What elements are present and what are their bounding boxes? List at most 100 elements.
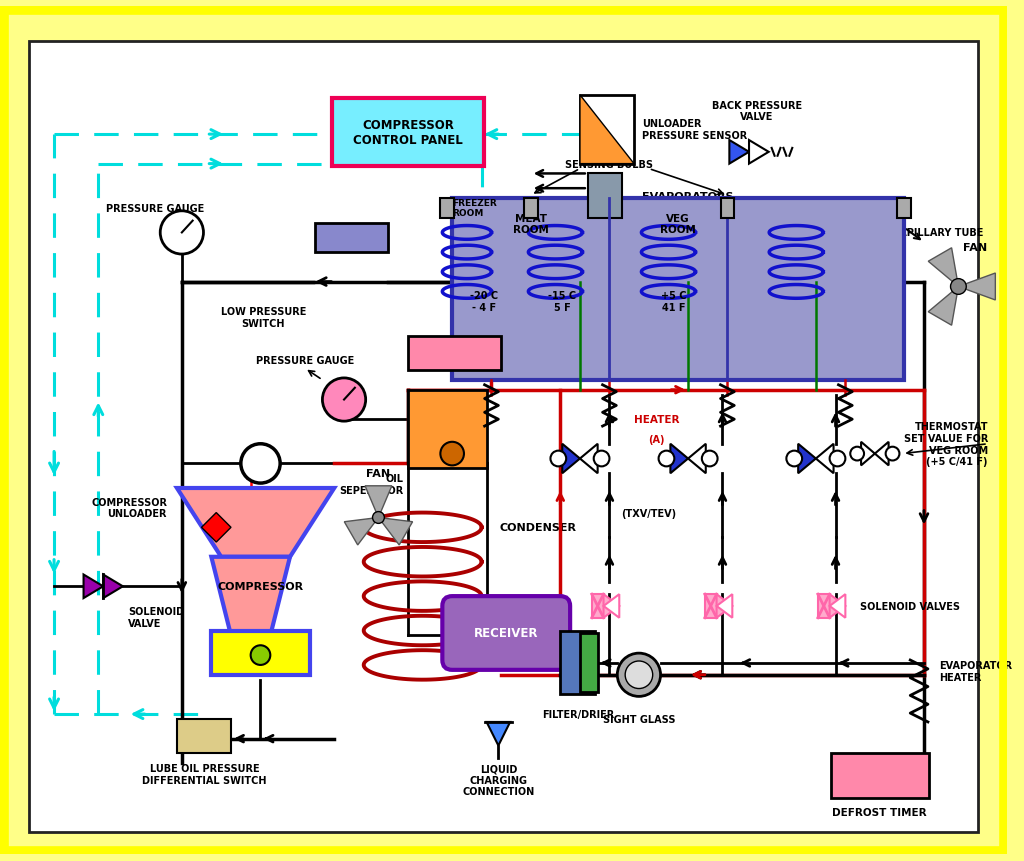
Text: +5 C
41 F: +5 C 41 F — [660, 291, 686, 313]
FancyBboxPatch shape — [453, 199, 904, 381]
FancyBboxPatch shape — [580, 96, 634, 164]
FancyBboxPatch shape — [592, 594, 603, 618]
Polygon shape — [84, 575, 103, 598]
Circle shape — [551, 451, 566, 467]
Circle shape — [786, 451, 802, 467]
Circle shape — [850, 447, 864, 461]
Polygon shape — [874, 443, 889, 466]
Text: LIQUID
CHARGING
CONNECTION: LIQUID CHARGING CONNECTION — [462, 764, 535, 796]
Polygon shape — [365, 486, 392, 517]
Text: LUBE OIL PRESSURE
DIFFERENTIAL SWITCH: LUBE OIL PRESSURE DIFFERENTIAL SWITCH — [142, 764, 266, 785]
Text: VEG
ROOM: VEG ROOM — [660, 214, 696, 235]
Circle shape — [626, 661, 652, 689]
FancyBboxPatch shape — [211, 631, 309, 675]
Text: FILTER/DRIER: FILTER/DRIER — [542, 709, 614, 719]
Polygon shape — [829, 594, 846, 618]
Polygon shape — [344, 517, 379, 545]
FancyBboxPatch shape — [440, 199, 454, 219]
FancyBboxPatch shape — [830, 753, 929, 797]
Text: -15 C
5 F: -15 C 5 F — [548, 291, 577, 313]
Polygon shape — [717, 594, 732, 618]
Polygon shape — [798, 444, 816, 474]
Text: SOLENOID
VALVE: SOLENOID VALVE — [128, 606, 184, 628]
Polygon shape — [829, 594, 846, 618]
FancyBboxPatch shape — [177, 719, 231, 753]
Circle shape — [373, 512, 384, 523]
FancyBboxPatch shape — [524, 199, 538, 219]
FancyBboxPatch shape — [818, 594, 829, 618]
Circle shape — [440, 443, 464, 466]
Circle shape — [701, 451, 718, 467]
Polygon shape — [729, 141, 749, 164]
Polygon shape — [928, 288, 958, 325]
FancyBboxPatch shape — [897, 199, 911, 219]
Text: (TXV/TEV): (TXV/TEV) — [622, 508, 676, 518]
FancyBboxPatch shape — [721, 199, 734, 219]
Text: BACK PRESSURE
VALVE: BACK PRESSURE VALVE — [712, 101, 802, 122]
Polygon shape — [816, 444, 834, 474]
Circle shape — [323, 379, 366, 422]
Polygon shape — [486, 722, 510, 746]
Text: -20 C
- 4 F: -20 C - 4 F — [470, 291, 498, 313]
Polygon shape — [562, 444, 580, 474]
Text: SIGHT GLASS: SIGHT GLASS — [603, 715, 675, 724]
Circle shape — [829, 451, 846, 467]
Text: HIGH PRESSURE
SWITCH: HIGH PRESSURE SWITCH — [408, 346, 497, 368]
Polygon shape — [928, 249, 958, 288]
Circle shape — [160, 212, 204, 255]
Text: (A): (A) — [871, 773, 888, 784]
Text: CONDENSER: CONDENSER — [500, 523, 577, 533]
Polygon shape — [379, 517, 413, 545]
Circle shape — [658, 451, 675, 467]
Text: UNLOADER
PRESSURE SENSOR: UNLOADER PRESSURE SENSOR — [642, 120, 748, 141]
Circle shape — [617, 653, 660, 697]
FancyBboxPatch shape — [580, 634, 598, 692]
Circle shape — [594, 451, 609, 467]
Polygon shape — [717, 594, 732, 618]
Polygon shape — [861, 443, 874, 466]
Polygon shape — [603, 594, 620, 618]
Text: RECEIVER: RECEIVER — [474, 626, 539, 639]
FancyBboxPatch shape — [408, 390, 486, 468]
Polygon shape — [580, 96, 634, 164]
Text: SOLENOID VALVES: SOLENOID VALVES — [860, 601, 961, 611]
Text: CAPILLARY TUBE: CAPILLARY TUBE — [892, 228, 983, 238]
Polygon shape — [603, 594, 620, 618]
Polygon shape — [211, 557, 290, 635]
Polygon shape — [103, 575, 123, 598]
Text: (A): (A) — [648, 435, 665, 444]
Text: OIL
SEPERATOR: OIL SEPERATOR — [339, 474, 403, 495]
Circle shape — [886, 447, 899, 461]
Polygon shape — [958, 274, 995, 300]
Text: EVAPORATOR
HEATER: EVAPORATOR HEATER — [939, 660, 1012, 682]
Text: FAN: FAN — [367, 468, 390, 479]
Circle shape — [950, 279, 967, 295]
Text: FAN: FAN — [964, 243, 987, 253]
Polygon shape — [671, 444, 688, 474]
Text: HEATER: HEATER — [634, 415, 679, 424]
Circle shape — [251, 646, 270, 666]
FancyBboxPatch shape — [314, 223, 388, 253]
FancyBboxPatch shape — [705, 594, 717, 618]
Text: COMPRESSOR
CONTROL PANEL: COMPRESSOR CONTROL PANEL — [353, 119, 463, 146]
Text: LOW PRESSURE
SWITCH: LOW PRESSURE SWITCH — [221, 307, 306, 328]
Polygon shape — [749, 141, 769, 164]
Text: COMPRESSOR
UNLOADER: COMPRESSOR UNLOADER — [91, 498, 167, 519]
Text: THERMOSTAT
SET VALUE FOR
VEG ROOM
(+5 C/41 F): THERMOSTAT SET VALUE FOR VEG ROOM (+5 C/… — [903, 422, 988, 467]
Polygon shape — [177, 488, 334, 557]
Circle shape — [241, 444, 281, 484]
Text: MEAT
ROOM: MEAT ROOM — [513, 214, 549, 235]
Text: PRESSURE GAUGE: PRESSURE GAUGE — [256, 356, 354, 366]
Text: PRESSURE GAUGE: PRESSURE GAUGE — [106, 204, 205, 214]
Polygon shape — [580, 444, 598, 474]
Text: DEFROST TIMER: DEFROST TIMER — [833, 808, 927, 817]
Text: FREEZER
ROOM: FREEZER ROOM — [453, 199, 497, 218]
FancyBboxPatch shape — [332, 99, 483, 166]
FancyBboxPatch shape — [588, 174, 623, 219]
Text: COMPRESSOR: COMPRESSOR — [217, 582, 303, 592]
Polygon shape — [202, 513, 231, 542]
FancyBboxPatch shape — [408, 337, 502, 370]
Text: SENSING BULBS: SENSING BULBS — [565, 159, 653, 170]
Polygon shape — [688, 444, 706, 474]
FancyBboxPatch shape — [442, 597, 570, 670]
